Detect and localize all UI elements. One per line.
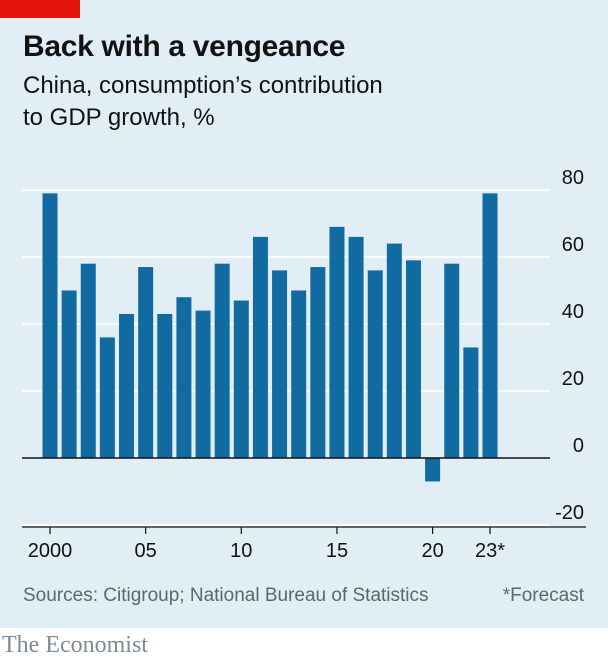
x-tick-label: 05 <box>135 540 157 562</box>
y-tick-label: 0 <box>573 435 584 457</box>
bar <box>99 337 115 458</box>
forecast-footnote: *Forecast <box>502 585 584 606</box>
bar <box>138 267 154 458</box>
bar <box>176 297 192 458</box>
bar <box>291 290 307 458</box>
bar <box>233 300 249 458</box>
x-tick-label: 10 <box>230 540 252 562</box>
bar <box>405 260 421 458</box>
brand-red-tag <box>0 0 80 18</box>
x-tick-label: 15 <box>326 540 348 562</box>
bar <box>272 270 288 458</box>
chart-subtitle-line2: to GDP growth, % <box>23 104 215 131</box>
bar <box>80 263 96 458</box>
y-tick-label: 20 <box>562 368 584 390</box>
chart-subtitle-line1: China, consumption’s contribution <box>23 72 383 99</box>
bar <box>61 290 77 458</box>
bar <box>252 236 268 458</box>
bar <box>310 267 326 458</box>
y-tick-label: -20 <box>555 502 584 524</box>
bar <box>444 263 460 458</box>
bar <box>119 313 135 458</box>
bar <box>463 347 479 458</box>
bar <box>386 243 402 458</box>
bar <box>329 226 345 458</box>
bar <box>195 310 211 458</box>
bar-chart: 80 60 40 20 0 -20 2000 05 10 15 20 23* <box>22 167 586 562</box>
x-tick-label: 2000 <box>28 540 73 562</box>
y-tick-label: 80 <box>562 167 584 189</box>
y-tick-label: 60 <box>562 234 584 256</box>
x-tick-label: 23* <box>475 540 505 562</box>
sources-note: Sources: Citigroup; National Bureau of S… <box>23 585 429 606</box>
bar <box>42 193 58 458</box>
y-tick-label: 40 <box>562 301 584 323</box>
bar <box>214 263 230 458</box>
bar <box>348 236 364 458</box>
bar <box>482 193 498 458</box>
bar <box>157 313 173 458</box>
bar <box>367 270 383 458</box>
bar <box>425 458 441 482</box>
economist-logo-text: The Economist <box>2 632 148 658</box>
x-tick-label: 20 <box>421 540 443 562</box>
chart-title: Back with a vengeance <box>23 30 346 63</box>
